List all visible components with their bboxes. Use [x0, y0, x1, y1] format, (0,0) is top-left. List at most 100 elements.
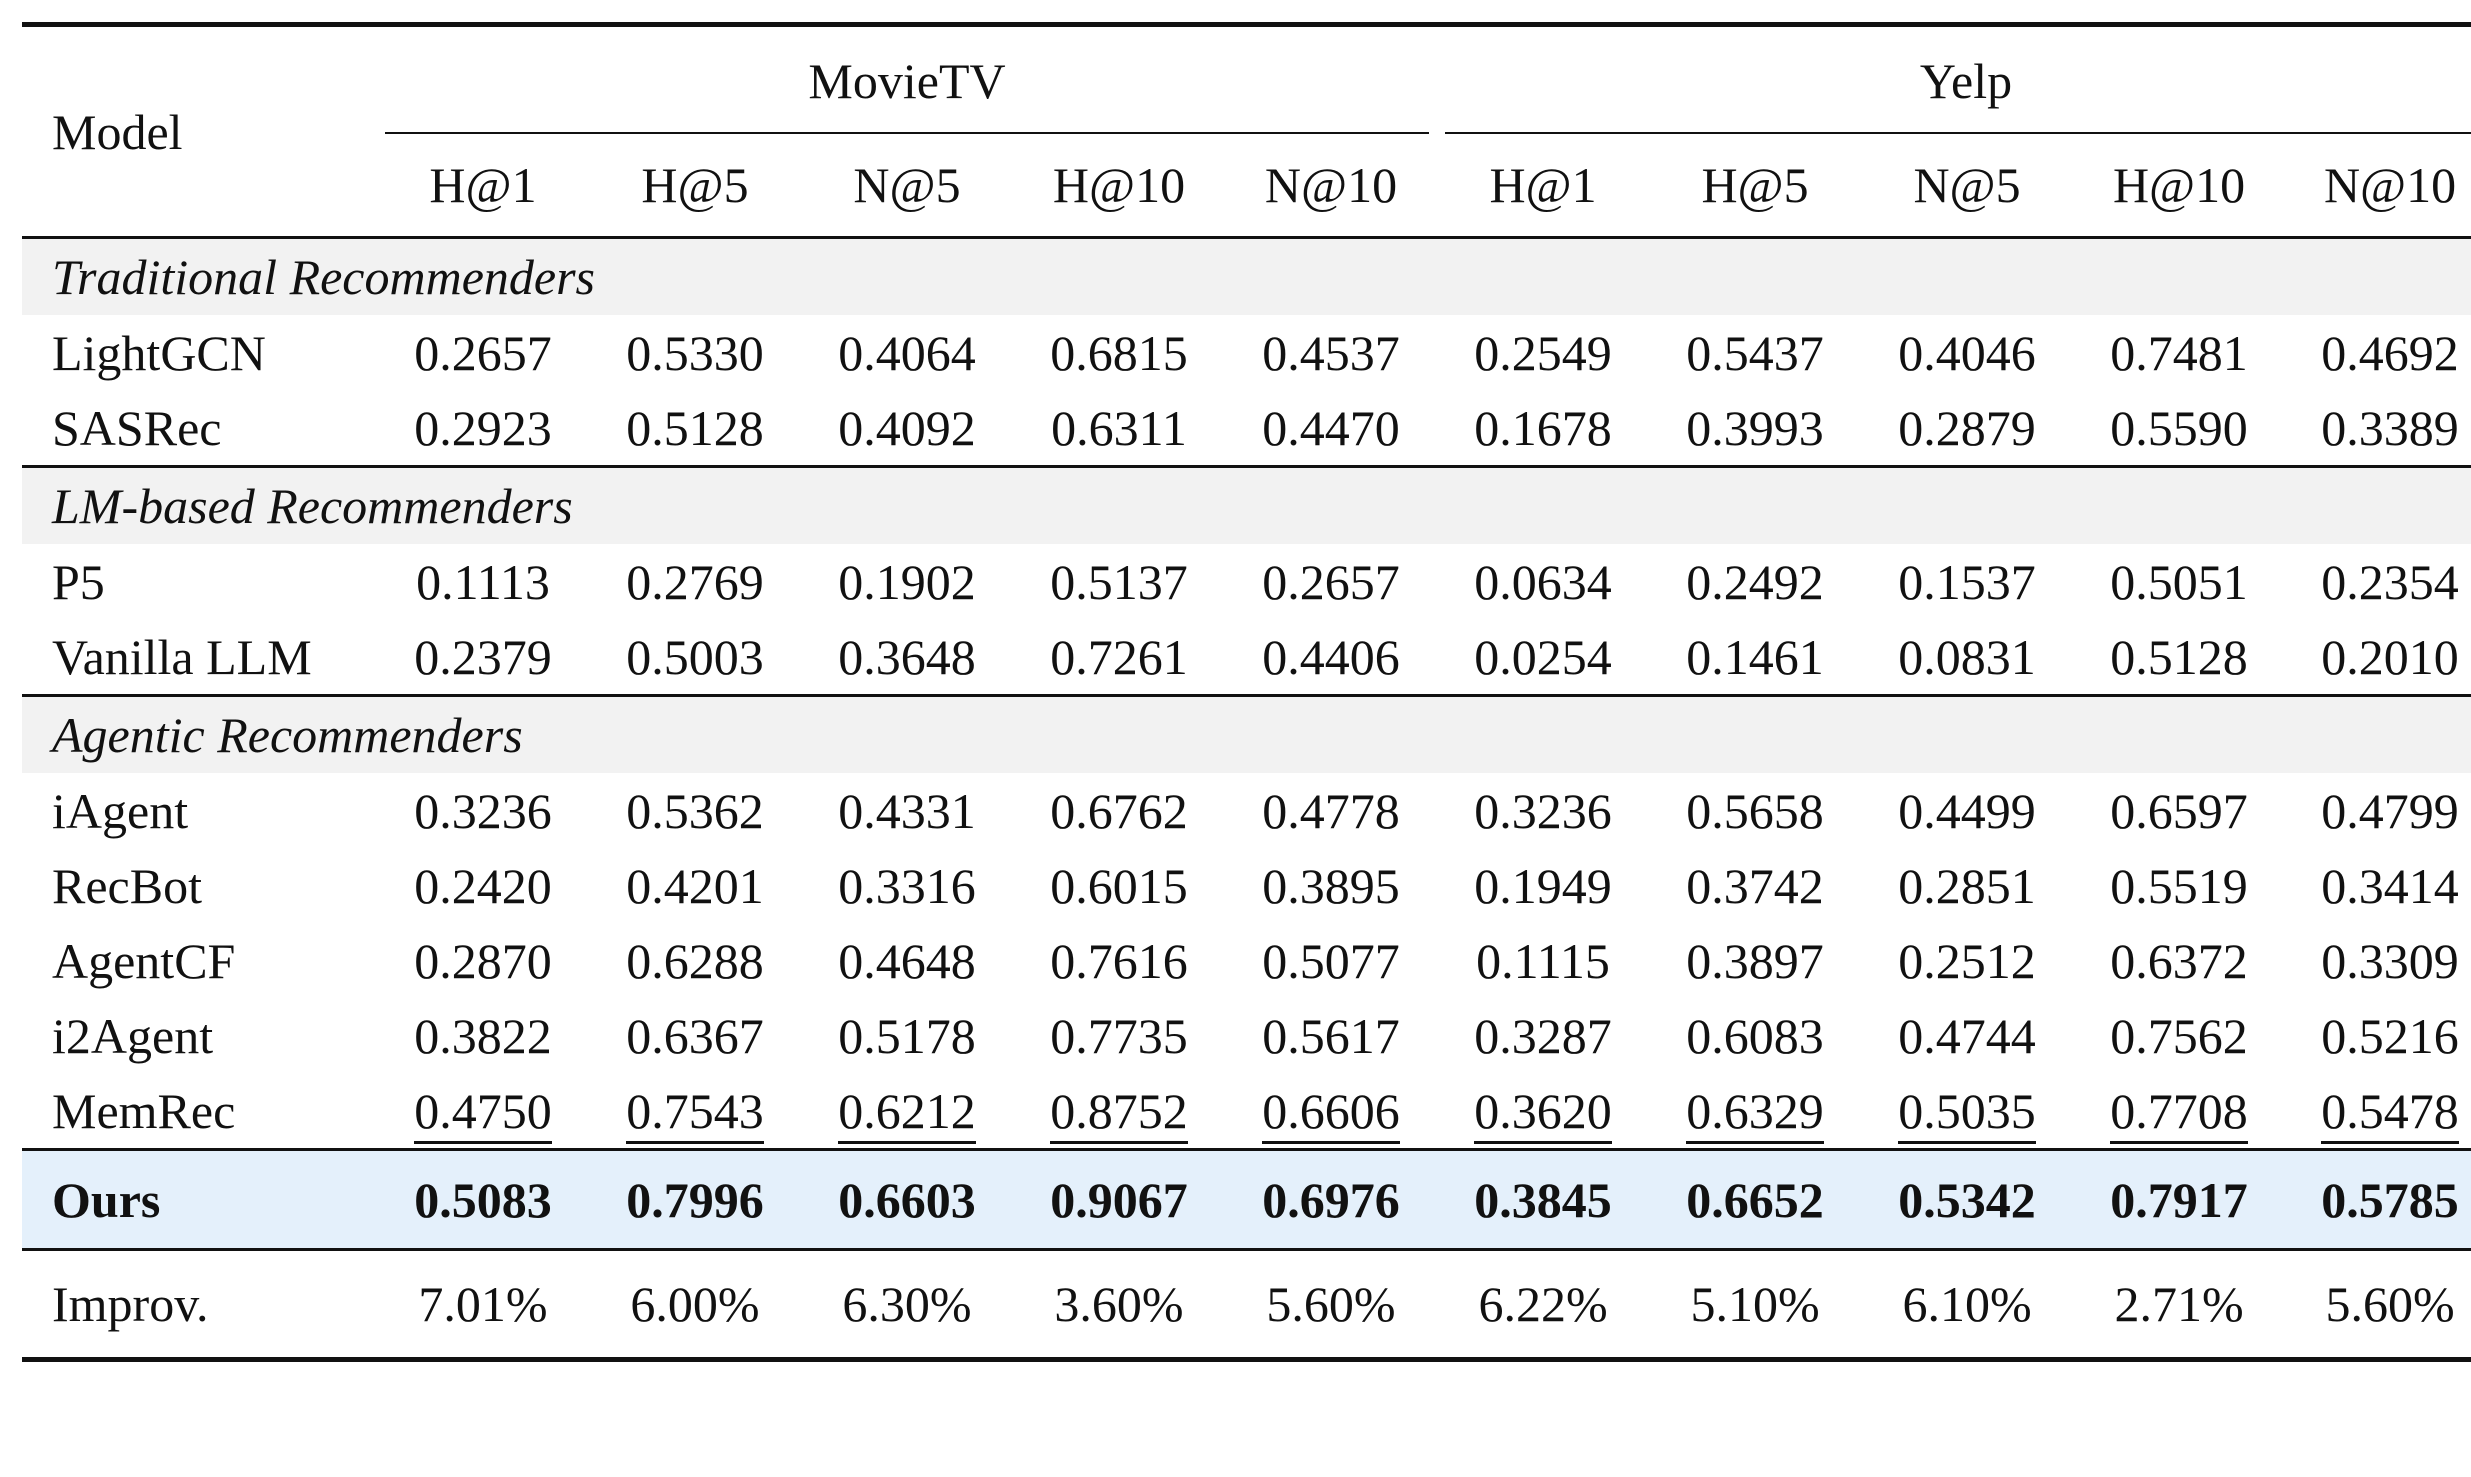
metric-value-text: 0.4799 — [2321, 782, 2459, 839]
metric-value: 0.2010 — [2285, 619, 2471, 696]
metric-value: 0.6015 — [1013, 848, 1225, 923]
metric-value-text: 0.6212 — [838, 1082, 976, 1144]
metric-value-text: 0.3648 — [838, 628, 976, 685]
metric-value-text: 0.7481 — [2110, 324, 2248, 381]
section-header-row: LM-based Recommenders — [22, 466, 2471, 544]
metric-value: 0.6652 — [1649, 1149, 1862, 1250]
metric-value-text: 0.5128 — [2110, 628, 2248, 685]
metric-value-text: 0.5137 — [1050, 553, 1188, 610]
metric-value: 0.4470 — [1225, 390, 1437, 467]
model-name: i2Agent — [52, 1007, 214, 1064]
metric-value: 0.4046 — [1861, 315, 2073, 390]
metric-value: 0.5128 — [589, 390, 801, 467]
metric-value: 0.1902 — [801, 544, 1013, 619]
section-title: Agentic Recommenders — [22, 695, 2471, 773]
metric-value: 0.6762 — [1013, 773, 1225, 848]
metric-value: 0.8752 — [1013, 1073, 1225, 1150]
results-table: Model MovieTV Yelp H@1 H@5 N@5 H@10 N@10… — [22, 22, 2471, 1362]
metric-value-text: 0.4406 — [1262, 628, 1400, 685]
metric-value-text: 0.4064 — [838, 324, 976, 381]
metric-value-text: 0.7543 — [626, 1082, 764, 1144]
metric-value: 0.7917 — [2073, 1149, 2286, 1250]
metric-value: 0.6288 — [589, 923, 801, 998]
metric-value-text: 0.6311 — [1051, 399, 1187, 456]
metric-value-text: 0.4201 — [626, 857, 764, 914]
metric-value: 0.6603 — [801, 1149, 1013, 1250]
metric-header: H@1 — [429, 157, 537, 213]
metric-value-text: 0.3316 — [838, 857, 976, 914]
metric-value: 0.7996 — [589, 1149, 801, 1250]
metric-header: N@10 — [2323, 157, 2457, 213]
metric-value-text: 0.5437 — [1686, 324, 1824, 381]
metric-value-text: 0.6288 — [626, 932, 764, 989]
metric-value: 0.5083 — [377, 1149, 589, 1250]
metric-value: 0.4692 — [2285, 315, 2471, 390]
metric-value: 0.5617 — [1225, 998, 1437, 1073]
metric-value: 0.2492 — [1649, 544, 1861, 619]
metric-value: 0.3309 — [2285, 923, 2471, 998]
metric-value-text: 0.3414 — [2321, 857, 2459, 914]
improvement-value: 6.22% — [1478, 1276, 1608, 1332]
metric-value: 0.4750 — [377, 1073, 589, 1150]
metric-value: 0.3620 — [1437, 1073, 1649, 1150]
metric-value-text: 0.2354 — [2321, 553, 2459, 610]
metric-value-text: 0.4692 — [2321, 324, 2459, 381]
metric-value-text: 0.3742 — [1686, 857, 1824, 914]
metric-value-text: 0.3993 — [1686, 399, 1824, 456]
metric-value-text: 0.4092 — [838, 399, 976, 456]
improvement-row: Improv. 7.01% 6.00% 6.30% 3.60% 5.60% 6.22% 5.1… — [22, 1249, 2471, 1360]
metric-header: N@10 — [1264, 157, 1398, 213]
metric-value: 0.5437 — [1649, 315, 1861, 390]
metric-value-text: 0.2512 — [1898, 932, 2036, 989]
metric-value: 0.5330 — [589, 315, 801, 390]
metric-value-text: 0.5051 — [2110, 553, 2248, 610]
model-name: AgentCF — [52, 932, 236, 989]
metric-value-text: 0.4750 — [414, 1082, 552, 1144]
metric-value: 0.5478 — [2285, 1073, 2471, 1150]
metric-value: 0.2879 — [1861, 390, 2073, 467]
table-row: SASRec 0.2923 0.5128 0.4092 0.6311 0.4470 0.16… — [22, 390, 2471, 467]
metric-value: 0.4092 — [801, 390, 1013, 467]
metric-value: 0.7616 — [1013, 923, 1225, 998]
metric-value-text: 0.3620 — [1474, 1082, 1612, 1144]
metric-value-text: 0.8752 — [1050, 1082, 1188, 1144]
metric-value-text: 0.0254 — [1474, 628, 1612, 685]
metric-value: 0.3287 — [1437, 998, 1649, 1073]
metric-value: 0.2657 — [1225, 544, 1437, 619]
metric-value: 0.0831 — [1861, 619, 2073, 696]
metric-value-text: 0.7261 — [1050, 628, 1188, 685]
group-label: Yelp — [1919, 52, 2013, 109]
metric-value-text: 0.7562 — [2110, 1007, 2248, 1064]
metric-value: 0.3993 — [1649, 390, 1861, 467]
table-row: Vanilla LLM 0.2379 0.5003 0.3648 0.7261 0.440… — [22, 619, 2471, 696]
metric-value-text: 0.5617 — [1262, 1007, 1400, 1064]
metric-value-text: 0.4778 — [1262, 782, 1400, 839]
metric-value: 0.3389 — [2285, 390, 2471, 467]
metric-header: H@1 — [1489, 157, 1597, 213]
metric-value-text: 0.4046 — [1898, 324, 2036, 381]
improvement-value: 6.30% — [842, 1276, 972, 1332]
metric-value-text: 0.7616 — [1050, 932, 1188, 989]
metric-value-text: 0.6606 — [1262, 1082, 1400, 1144]
metric-value-text: 0.6815 — [1050, 324, 1188, 381]
metric-value-text: 0.2010 — [2321, 628, 2459, 685]
metric-value: 0.5519 — [2073, 848, 2285, 923]
metric-value-text: 0.1678 — [1474, 399, 1612, 456]
metric-value-text: 0.4537 — [1262, 324, 1400, 381]
metric-value: 0.1461 — [1649, 619, 1861, 696]
metric-value: 0.4406 — [1225, 619, 1437, 696]
section-header-row: Traditional Recommenders — [22, 237, 2471, 315]
improvement-value: 6.00% — [630, 1276, 760, 1332]
metric-value: 0.4648 — [801, 923, 1013, 998]
metric-value-text: 0.2492 — [1686, 553, 1824, 610]
metric-value: 0.0254 — [1437, 619, 1649, 696]
metric-value-text: 0.4331 — [838, 782, 976, 839]
metric-value-text: 0.3895 — [1262, 857, 1400, 914]
table-row: LightGCN 0.2657 0.5330 0.4064 0.6815 0.4537 0.… — [22, 315, 2471, 390]
table-row: AgentCF 0.2870 0.6288 0.4648 0.7616 0.5077 0.1… — [22, 923, 2471, 998]
metric-value: 0.6083 — [1649, 998, 1861, 1073]
metric-value: 0.3822 — [377, 998, 589, 1073]
metric-value-text: 0.5519 — [2110, 857, 2248, 914]
metric-value: 0.1949 — [1437, 848, 1649, 923]
